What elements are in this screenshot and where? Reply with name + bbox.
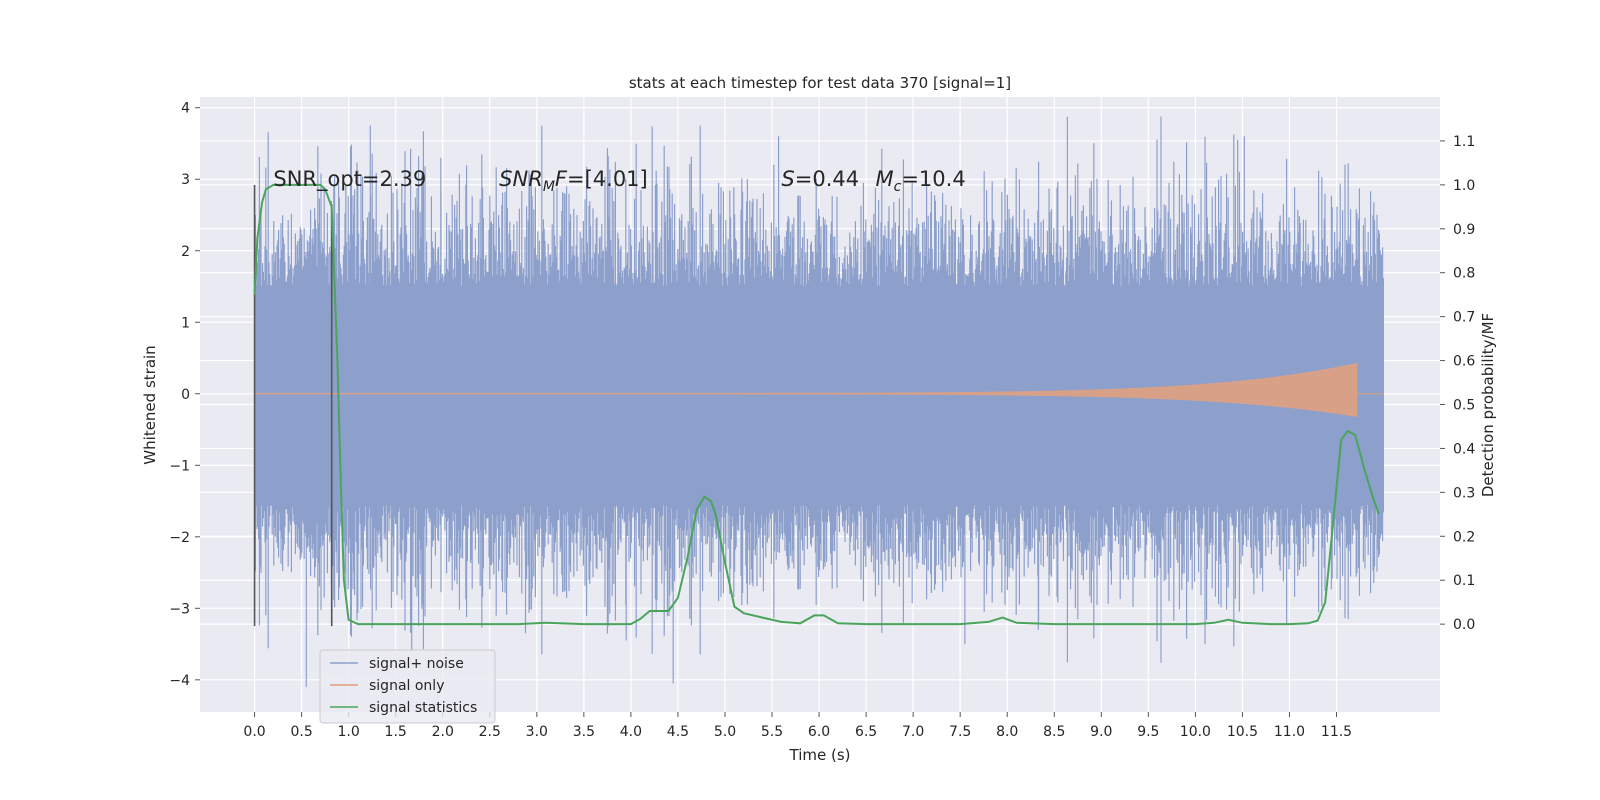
y2-tick-label: 0.1 <box>1453 573 1475 589</box>
x-tick-label: 2.0 <box>432 724 454 740</box>
y2-tick-label: 0.6 <box>1453 354 1475 370</box>
x-tick-label: 0.0 <box>243 724 265 740</box>
y2-tick-label: 0.0 <box>1453 617 1475 633</box>
y-axis-label: Whitened strain <box>141 345 159 464</box>
y-tick-label: −3 <box>169 601 190 617</box>
y2-tick-label: 1.0 <box>1453 178 1475 194</box>
x-tick-label: 0.5 <box>290 724 312 740</box>
x-tick-label: 6.5 <box>855 724 877 740</box>
x-tick-label: 3.0 <box>526 724 548 740</box>
legend-label-signal-statistics: signal statistics <box>369 700 477 716</box>
x-tick-label: 4.5 <box>667 724 689 740</box>
annotations: SNR_opt=2.39 SNRMF=[4.01] S=0.44 Mc=10.4 <box>273 167 965 195</box>
legend-label-signal-plus-noise: signal+ noise <box>369 656 464 672</box>
y2-tick-label: 0.9 <box>1453 222 1475 238</box>
x-tick-label: 9.5 <box>1137 724 1159 740</box>
x-tick-label: 2.5 <box>479 724 501 740</box>
x-axis-label: Time (s) <box>789 746 851 764</box>
x-tick-label: 4.0 <box>620 724 642 740</box>
x-tick-label: 10.0 <box>1180 724 1211 740</box>
x-tick-label: 11.5 <box>1321 724 1352 740</box>
x-tick-label: 5.0 <box>714 724 736 740</box>
y-tick-label: −4 <box>169 673 190 689</box>
y2-tick-label: 0.5 <box>1453 398 1475 414</box>
x-tick-label: 8.0 <box>996 724 1018 740</box>
x-tick-label: 9.0 <box>1090 724 1112 740</box>
annotation-snr-mf: SNRMF=[4.01] <box>499 167 648 195</box>
x-tick-label: 10.5 <box>1227 724 1258 740</box>
y2-tick-label: 0.3 <box>1453 485 1475 501</box>
annotation-snr-opt: SNR_opt=2.39 <box>273 167 426 192</box>
y-tick-label: −1 <box>169 458 190 474</box>
y-tick-label: 2 <box>181 244 190 260</box>
y2-tick-label: 1.1 <box>1453 134 1475 150</box>
y2-tick-label: 0.2 <box>1453 529 1475 545</box>
y-tick-label: 1 <box>181 315 190 331</box>
legend-box <box>319 649 496 724</box>
annotation-chirp-mass: Mc=10.4 <box>876 167 966 195</box>
annotation-spin: S=0.44 <box>781 167 859 191</box>
series-signal-statistics <box>253 183 1380 626</box>
x-tick-label: 1.5 <box>385 724 407 740</box>
y2-axis-label: Detection probability/MF <box>1479 313 1497 497</box>
chart-title: stats at each timestep for test data 370… <box>629 74 1011 92</box>
axis-ticks: 0.0 0.5 1.0 1.5 2.0 2.5 3.0 3.5 4.0 4.5 5.0 5.5 6.0 6… <box>169 101 1475 740</box>
legend: signal+ noise signal only signal statist… <box>319 649 496 724</box>
x-tick-label: 3.5 <box>573 724 595 740</box>
y-tick-label: 0 <box>181 387 190 403</box>
y2-tick-label: 0.8 <box>1453 266 1475 282</box>
y-tick-label: −2 <box>169 530 190 546</box>
x-tick-label: 7.5 <box>949 724 971 740</box>
x-tick-label: 6.0 <box>808 724 830 740</box>
x-tick-label: 7.0 <box>902 724 924 740</box>
y2-tick-label: 0.7 <box>1453 310 1475 326</box>
y2-tick-label: 0.4 <box>1453 441 1475 457</box>
x-tick-label: 11.0 <box>1274 724 1305 740</box>
y-tick-label: 3 <box>181 172 190 188</box>
y-tick-label: 4 <box>181 101 190 117</box>
vertical-markers <box>253 184 333 627</box>
x-tick-label: 1.0 <box>338 724 360 740</box>
legend-label-signal-only: signal only <box>369 678 444 694</box>
x-tick-label: 8.5 <box>1043 724 1065 740</box>
x-tick-label: 5.5 <box>761 724 783 740</box>
